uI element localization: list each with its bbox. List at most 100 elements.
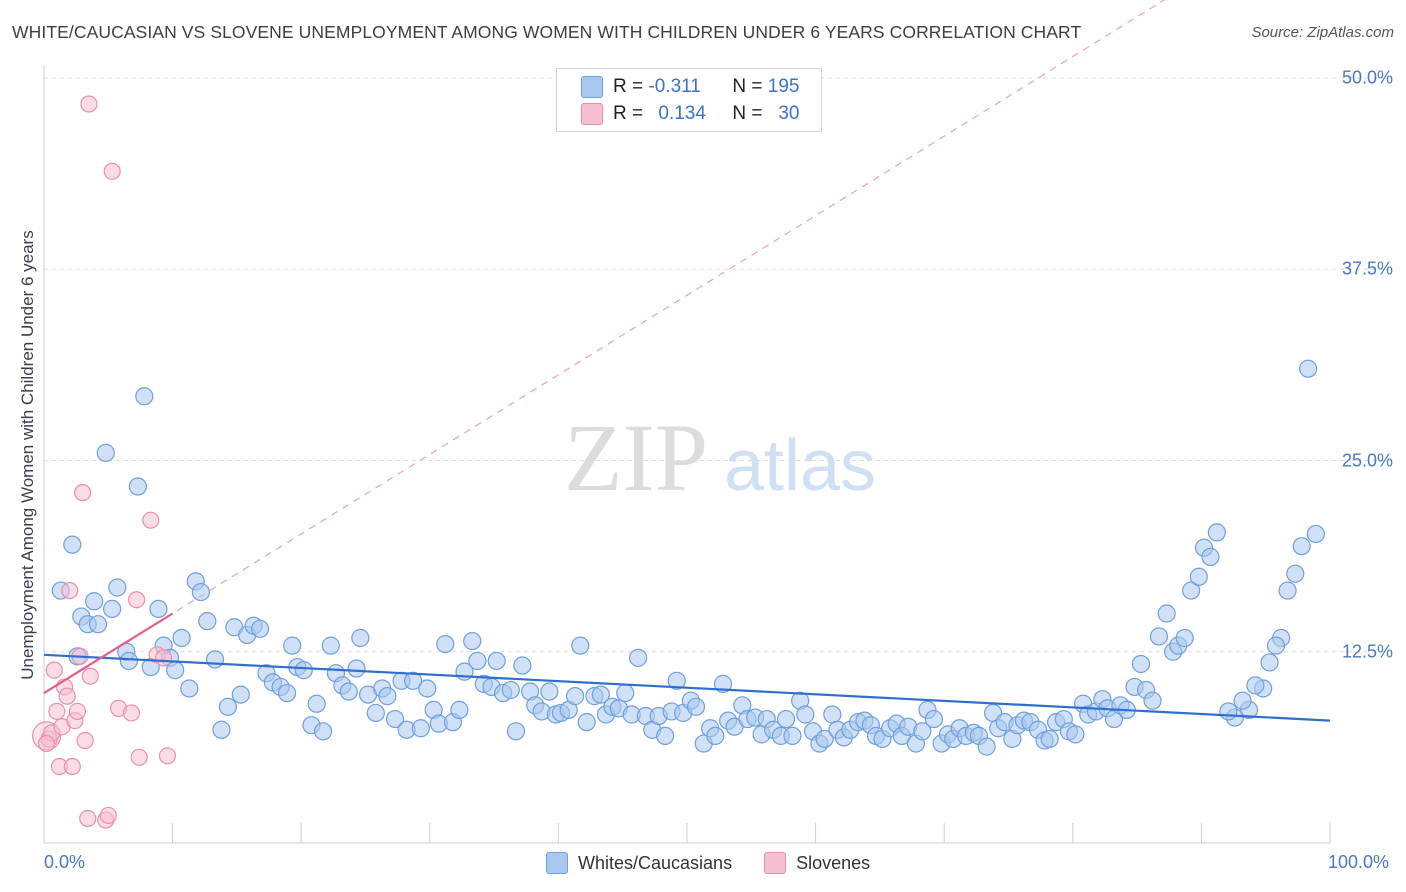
whites-point[interactable]: [783, 726, 802, 746]
slovenes-point[interactable]: [130, 748, 148, 766]
whites-point[interactable]: [1286, 564, 1305, 583]
whites-point[interactable]: [713, 674, 733, 693]
whites-point[interactable]: [436, 634, 455, 654]
whites-point[interactable]: [591, 685, 610, 704]
whites-point[interactable]: [294, 661, 313, 680]
slovenes-point[interactable]: [103, 162, 121, 180]
whites-point[interactable]: [629, 648, 648, 667]
whites-point[interactable]: [1182, 581, 1201, 600]
whites-point[interactable]: [571, 636, 590, 655]
whites-point[interactable]: [172, 628, 191, 648]
slovenes-point[interactable]: [63, 757, 81, 776]
whites-point[interactable]: [815, 729, 834, 749]
whites-point[interactable]: [450, 700, 469, 719]
whites-point[interactable]: [1175, 628, 1194, 648]
slovenes-point[interactable]: [99, 806, 117, 825]
whites-point[interactable]: [1189, 567, 1208, 586]
whites-point[interactable]: [63, 535, 82, 554]
whites-point[interactable]: [1149, 627, 1169, 646]
whites-point[interactable]: [656, 726, 675, 746]
whites-point[interactable]: [205, 650, 225, 669]
whites-point[interactable]: [231, 685, 250, 704]
whites-point[interactable]: [108, 578, 127, 597]
whites-point[interactable]: [339, 682, 358, 701]
slovenes-point[interactable]: [127, 591, 146, 609]
whites-point[interactable]: [924, 709, 944, 729]
whites-point[interactable]: [487, 651, 506, 671]
whites-point[interactable]: [823, 705, 842, 724]
legend-item-slovenes[interactable]: Slovenes: [764, 852, 870, 874]
slovenes-point[interactable]: [73, 484, 92, 502]
whites-point[interactable]: [218, 697, 237, 716]
whites-point[interactable]: [135, 387, 154, 406]
whites-point[interactable]: [347, 659, 366, 678]
whites-point[interactable]: [378, 687, 397, 706]
slovenes-point[interactable]: [81, 667, 99, 685]
whites-point[interactable]: [212, 720, 231, 739]
whites-point[interactable]: [796, 705, 815, 724]
whites-point[interactable]: [128, 477, 147, 496]
whites-point[interactable]: [1246, 676, 1265, 695]
whites-point[interactable]: [418, 679, 437, 698]
whites-point[interactable]: [149, 599, 168, 619]
slovenes-point[interactable]: [154, 649, 173, 667]
whites-point[interactable]: [1306, 524, 1325, 544]
whites-point[interactable]: [96, 443, 115, 462]
whites-point[interactable]: [566, 687, 585, 706]
whites-point[interactable]: [468, 651, 487, 671]
whites-point[interactable]: [321, 636, 340, 655]
slovenes-point[interactable]: [142, 511, 160, 529]
whites-point[interactable]: [307, 694, 326, 713]
whites-point[interactable]: [119, 651, 138, 671]
slovenes-point[interactable]: [158, 747, 177, 765]
whites-point[interactable]: [198, 612, 217, 631]
whites-point[interactable]: [1207, 523, 1226, 542]
whites-point[interactable]: [667, 671, 686, 690]
whites-point[interactable]: [366, 703, 385, 723]
slovenes-point[interactable]: [58, 687, 76, 705]
whites-point[interactable]: [85, 592, 104, 611]
whites-point[interactable]: [977, 737, 996, 756]
whites-point[interactable]: [577, 713, 596, 732]
whites-point[interactable]: [1131, 654, 1151, 674]
whites-point[interactable]: [88, 615, 108, 634]
whites-point[interactable]: [1219, 702, 1238, 721]
whites-point[interactable]: [1066, 725, 1085, 744]
whites-point[interactable]: [706, 726, 725, 746]
slovenes-point[interactable]: [122, 704, 141, 722]
whites-point[interactable]: [1201, 547, 1220, 566]
whites-point[interactable]: [313, 722, 333, 741]
slovenes-point[interactable]: [48, 702, 66, 721]
whites-point[interactable]: [351, 628, 370, 648]
slovenes-point[interactable]: [61, 581, 79, 600]
whites-point[interactable]: [1233, 691, 1252, 710]
slovenes-point[interactable]: [76, 731, 94, 750]
whites-point[interactable]: [1260, 653, 1279, 672]
whites-point[interactable]: [540, 682, 559, 701]
whites-point[interactable]: [385, 709, 405, 729]
whites-point[interactable]: [913, 722, 932, 741]
slovenes-point[interactable]: [79, 809, 97, 828]
whites-point[interactable]: [1266, 636, 1286, 655]
whites-point[interactable]: [506, 722, 526, 741]
slovenes-point[interactable]: [37, 734, 56, 753]
whites-point[interactable]: [180, 679, 199, 698]
whites-point[interactable]: [501, 680, 520, 700]
whites-point[interactable]: [1157, 604, 1176, 623]
whites-point[interactable]: [686, 697, 706, 716]
whites-point[interactable]: [1278, 581, 1297, 600]
whites-point[interactable]: [403, 671, 423, 690]
whites-point[interactable]: [513, 656, 532, 675]
whites-point[interactable]: [1143, 691, 1162, 710]
whites-point[interactable]: [776, 709, 796, 729]
whites-point[interactable]: [277, 683, 297, 703]
whites-point[interactable]: [1299, 359, 1318, 378]
whites-point[interactable]: [463, 631, 482, 651]
whites-point[interactable]: [283, 636, 302, 655]
whites-point[interactable]: [411, 719, 430, 738]
whites-point[interactable]: [1040, 729, 1059, 749]
whites-point[interactable]: [616, 683, 635, 703]
whites-point[interactable]: [103, 599, 122, 619]
whites-point[interactable]: [250, 619, 270, 638]
slovenes-point[interactable]: [45, 661, 63, 679]
